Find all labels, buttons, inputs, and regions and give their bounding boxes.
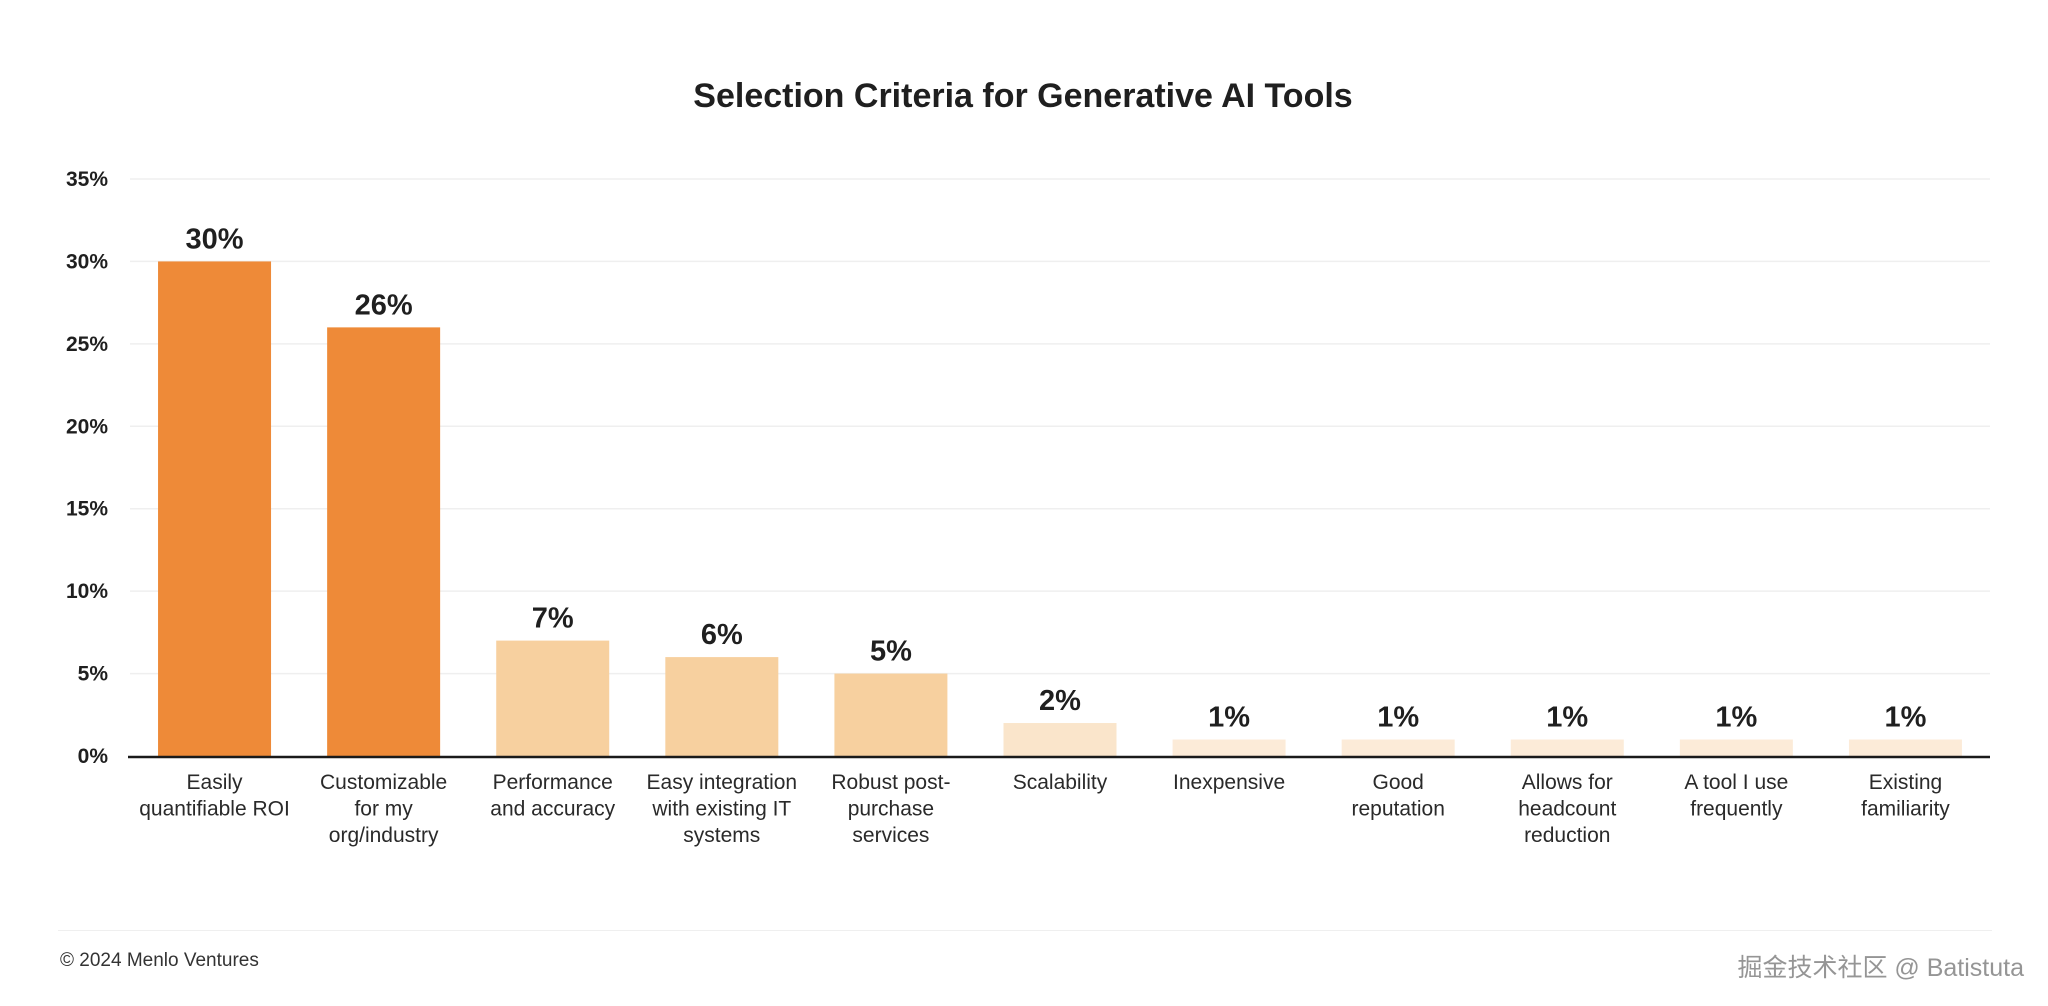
data-label: 6% [701, 619, 743, 651]
category-label-line: with existing IT [651, 798, 791, 821]
category-label: Easy integration with existing IT systems [647, 771, 798, 847]
data-label: 1% [1377, 702, 1419, 734]
category-label-line: frequently [1690, 798, 1783, 821]
bar [158, 261, 272, 756]
category-label: Good reputation [1351, 771, 1444, 821]
category-label-line: reputation [1351, 798, 1444, 821]
bar [1172, 739, 1286, 756]
y-axis-tick-labels: 0% 5% 10% 15% 20% 25% 30% 35% [66, 168, 108, 768]
category-label: A tool I use frequently [1684, 771, 1788, 821]
data-label: 1% [1884, 702, 1926, 734]
y-tick-label: 35% [66, 168, 108, 191]
bar [1510, 739, 1624, 756]
data-label: 7% [532, 603, 574, 635]
category-label-line: Performance [493, 771, 613, 794]
data-label: 1% [1546, 702, 1588, 734]
x-axis-category-labels: Easily quantifiable ROI Customizable for my… [139, 771, 1950, 847]
y-tick-label: 0% [78, 745, 109, 768]
category-label: Allows for headcount reduction [1518, 771, 1616, 847]
y-tick-label: 30% [66, 250, 108, 273]
y-tick-label: 5% [78, 663, 109, 686]
footer-divider [58, 930, 1992, 931]
category-label-line: Customizable [320, 771, 447, 794]
category-label: Customizable for my org/industry [320, 771, 447, 847]
data-label: 2% [1039, 685, 1081, 717]
data-label: 1% [1715, 702, 1757, 734]
chart-title: Selection Criteria for Generative AI Too… [693, 77, 1352, 115]
data-label: 30% [186, 223, 244, 255]
category-label-line: Easy integration [647, 771, 798, 794]
category-label-line: systems [683, 824, 760, 847]
category-label-line: quantifiable ROI [139, 798, 290, 821]
category-label: Inexpensive [1173, 771, 1285, 794]
y-tick-label: 10% [66, 580, 108, 603]
copyright-text: © 2024 Menlo Ventures [60, 950, 259, 971]
y-tick-label: 20% [66, 415, 108, 438]
category-label-line: and accuracy [490, 798, 615, 821]
category-label-line: Scalability [1013, 771, 1108, 794]
data-labels: 30% 26% 7% 6% 5% 2% 1% 1% 1% 1% 1% [186, 223, 1927, 733]
category-label-line: Allows for [1522, 771, 1613, 794]
bar [665, 657, 779, 756]
category-label-line: services [852, 824, 929, 847]
category-label: Robust post-purchase services [831, 771, 950, 847]
category-label-line: Robust post- [831, 771, 950, 794]
y-tick-label: 15% [66, 498, 108, 521]
category-label-line: familiarity [1861, 798, 1950, 821]
watermark-text: 掘金技术社区 @ Batistuta [1737, 954, 2024, 982]
category-label-line: Inexpensive [1173, 771, 1285, 794]
bar [1848, 739, 1962, 756]
bar [327, 327, 441, 756]
bar [1341, 739, 1455, 756]
category-label-line: org/industry [329, 824, 439, 847]
y-tick-label: 25% [66, 333, 108, 356]
category-label: Easily quantifiable ROI [139, 771, 290, 821]
category-label-line: for my [354, 798, 413, 821]
category-label: Existing familiarity [1861, 771, 1950, 821]
category-label-line: Easily [187, 771, 244, 794]
category-label-line: A tool I use [1684, 771, 1788, 794]
category-label: Scalability [1013, 771, 1108, 794]
category-label: Performance and accuracy [490, 771, 615, 821]
category-label-line: reduction [1524, 824, 1610, 847]
category-label-line: headcount [1518, 798, 1616, 821]
category-label-line: Existing [1869, 771, 1943, 794]
category-label-line: Good [1372, 771, 1423, 794]
bar [1003, 723, 1117, 756]
data-label: 26% [355, 289, 413, 321]
bar [1679, 739, 1793, 756]
bars [158, 261, 1962, 756]
category-label-line: purchase [848, 798, 934, 821]
data-label: 5% [870, 636, 912, 668]
bar [834, 673, 948, 756]
data-label: 1% [1208, 702, 1250, 734]
bar [496, 640, 610, 756]
